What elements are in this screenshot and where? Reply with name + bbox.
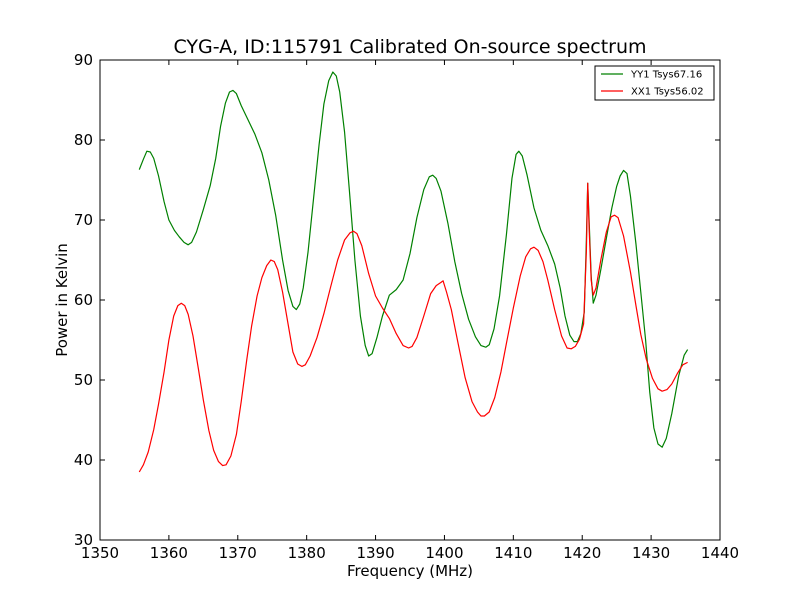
x-tick-label: 1360 (150, 544, 188, 562)
legend-label-yy1: YY1 Tsys67.16 (630, 70, 702, 81)
y-tick-label: 30 (74, 531, 93, 549)
legend-label-xx1: XX1 Tsys56.02 (631, 87, 704, 98)
x-tick-label: 1400 (425, 544, 463, 562)
x-axis-label: Frequency (MHz) (347, 562, 473, 580)
legend: YY1 Tsys67.16 XX1 Tsys56.02 (594, 65, 715, 101)
chart-title: CYG-A, ID:115791 Calibrated On-source sp… (173, 36, 646, 58)
x-tick-label: 1390 (356, 544, 394, 562)
y-tick-label: 70 (74, 211, 93, 229)
x-tick-label: 1410 (494, 544, 532, 562)
x-tick-label: 1430 (632, 544, 670, 562)
x-axis-ticks: 1350 1360 1370 1380 1390 1400 1410 1420 1430 1440 (81, 60, 739, 562)
x-tick-label: 1440 (701, 544, 739, 562)
series-line-yy1 (138, 71, 689, 448)
legend-box (594, 65, 715, 101)
series-line-xx1 (138, 182, 688, 473)
y-tick-label: 40 (74, 451, 93, 469)
x-tick-label: 1350 (81, 544, 119, 562)
x-tick-label: 1420 (563, 544, 601, 562)
y-tick-label: 50 (74, 371, 93, 389)
y-tick-label: 60 (74, 291, 93, 309)
y-axis-ticks: 30 40 50 60 70 80 90 (74, 51, 720, 549)
y-tick-label: 90 (74, 51, 93, 69)
y-tick-label: 80 (74, 131, 93, 149)
series-layer (138, 71, 689, 473)
y-axis-label: Power in Kelvin (53, 243, 71, 357)
x-tick-label: 1370 (219, 544, 257, 562)
x-tick-label: 1380 (288, 544, 326, 562)
